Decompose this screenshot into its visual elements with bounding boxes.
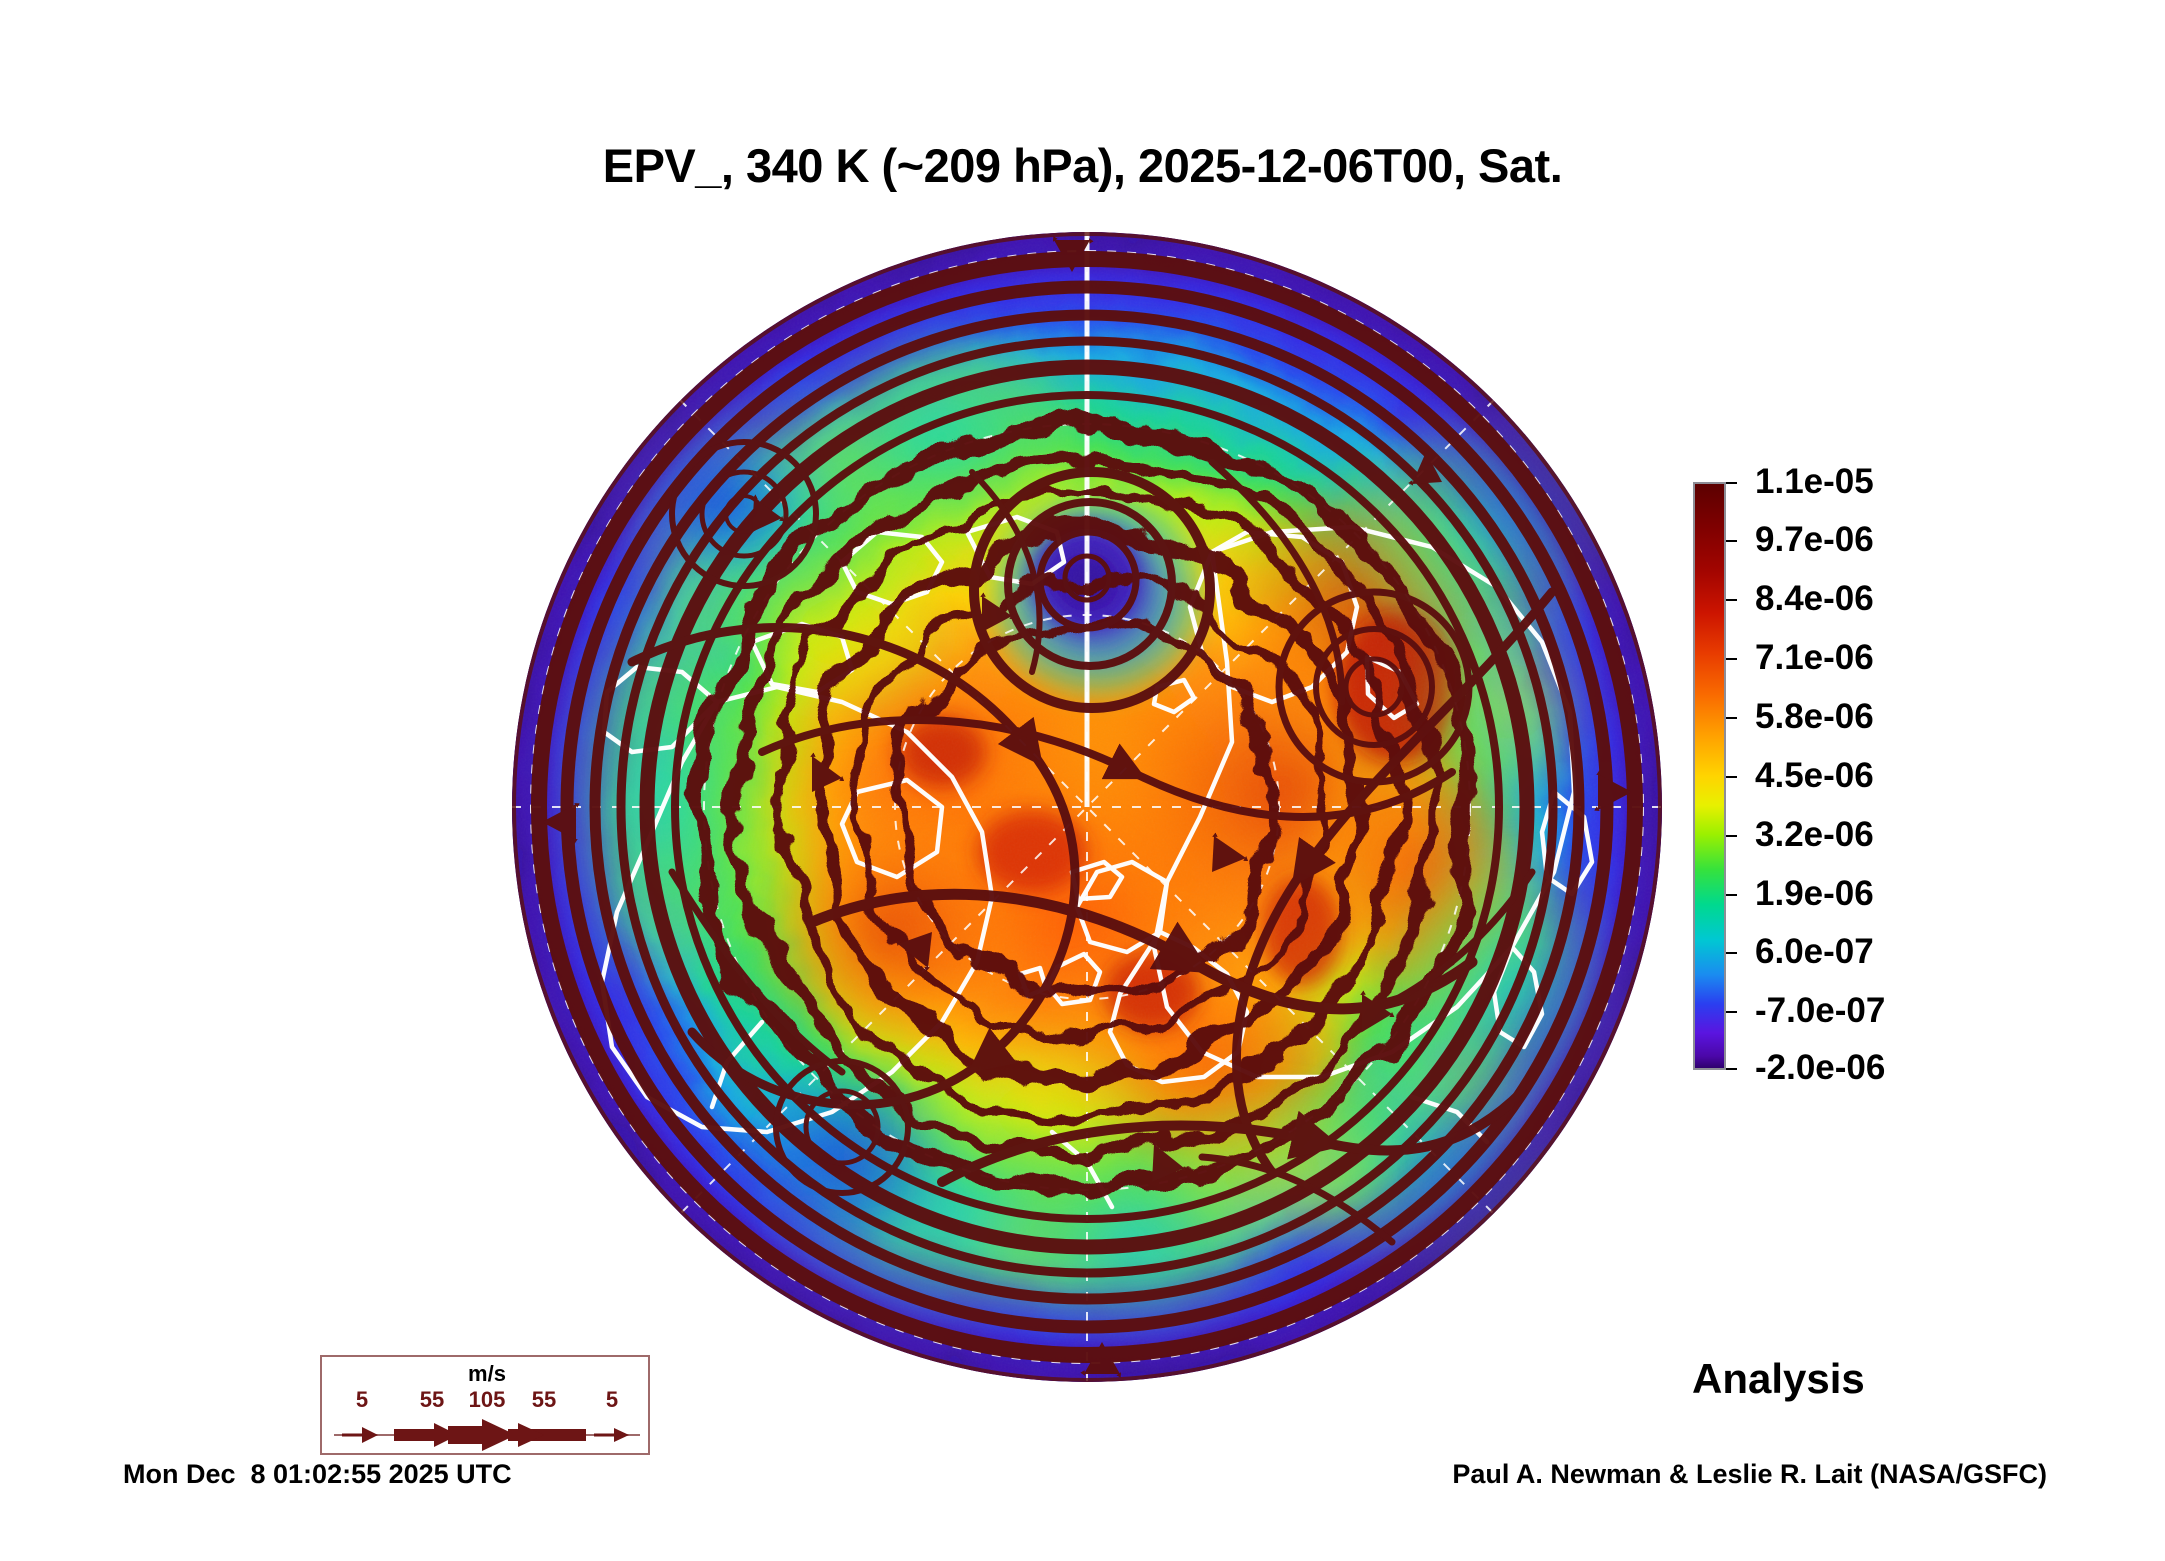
colorbar-label: 4.5e-06: [1755, 756, 1874, 795]
colorbar-tick: [1726, 599, 1737, 601]
colorbar-label: -2.0e-06: [1755, 1048, 1886, 1087]
colorbar-label: 1.1e-05: [1755, 462, 1874, 501]
wind-legend-value: 55: [419, 1387, 445, 1412]
author-credit: Paul A. Newman & Leslie R. Lait (NASA/GS…: [1452, 1459, 2047, 1489]
page-title: EPV_, 340 K (~209 hPa), 2025-12-06T00, S…: [602, 139, 1563, 192]
analysis-label: Analysis: [1692, 1355, 1865, 1402]
colorbar-label: 8.4e-06: [1755, 579, 1874, 618]
wind-arrow-105: [448, 1419, 516, 1451]
wind-arrow-5-left: [342, 1427, 378, 1443]
colorbar-tick: [1726, 1068, 1737, 1070]
polar-map-panel: [512, 232, 1662, 1382]
wind-legend-arrow-scale: [322, 1419, 652, 1451]
colorbar-label: 1.9e-06: [1755, 874, 1874, 913]
wind-arrow-55-right: [508, 1423, 586, 1447]
wind-legend-value: 105: [468, 1387, 506, 1412]
colorbar-tick: [1726, 658, 1737, 660]
wind-streamlines: [531, 240, 1643, 1374]
colorbar-tick: [1726, 482, 1737, 484]
colorbar-label: 7.1e-06: [1755, 638, 1874, 677]
wind-legend-value: 55: [531, 1387, 557, 1412]
colorbar-gradient: [1693, 482, 1726, 1070]
colorbar-tick: [1726, 540, 1737, 542]
colorbar-label: 5.8e-06: [1755, 697, 1874, 736]
wind-speed-legend: m/s 5 55 105 55 5: [320, 1355, 650, 1455]
epv-polar-stereographic-map: [512, 232, 1662, 1382]
generation-timestamp: Mon Dec 8 01:02:55 2025 UTC: [123, 1459, 512, 1489]
colorbar-tick: [1726, 894, 1737, 896]
colorbar-tick: [1726, 835, 1737, 837]
colorbar-label: 6.0e-07: [1755, 932, 1874, 971]
colorbar-label: 3.2e-06: [1755, 815, 1874, 854]
colorbar-tick: [1726, 717, 1737, 719]
wind-legend-value: 5: [605, 1387, 619, 1412]
colorbar-label: -7.0e-07: [1755, 991, 1886, 1030]
colorbar-label: 9.7e-06: [1755, 520, 1874, 559]
wind-legend-value: 5: [355, 1387, 369, 1412]
colorbar: 1.1e-05 9.7e-06 8.4e-06 7.1e-06 5.8e-06 …: [1693, 462, 2113, 1087]
colorbar-tick: [1726, 776, 1737, 778]
wind-arrow-5-right: [594, 1428, 629, 1442]
colorbar-tick: [1726, 1011, 1737, 1013]
wind-arrow-55-left: [394, 1423, 458, 1447]
colorbar-tick: [1726, 952, 1737, 954]
wind-legend-unit: m/s: [468, 1361, 506, 1386]
